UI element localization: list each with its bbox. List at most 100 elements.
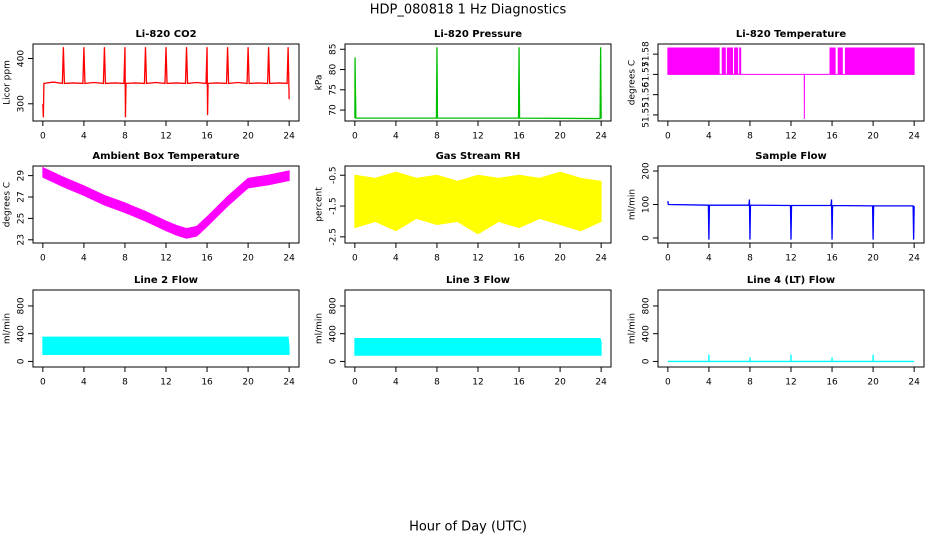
data-band [42,336,290,356]
y-axis-label: ml/min [628,313,638,344]
x-tick-label: 24 [908,132,920,142]
x-tick-label: 12 [472,132,483,142]
y-tick-label: 70 [329,104,339,116]
x-tick-label: 8 [747,378,753,388]
x-tick-label: 12 [160,254,171,264]
x-tick-label: 4 [393,132,399,142]
y-axis-label: ml/min [3,313,13,344]
x-tick-label: 16 [513,378,525,388]
x-tick-label: 8 [747,254,753,264]
x-tick-label: 12 [160,132,171,142]
x-tick-label: 16 [826,254,838,264]
x-tick-label: 20 [242,378,254,388]
y-axis-label: kPa [315,75,325,91]
y-tick-label: -2.5 [329,228,339,246]
y-tick-label: 0 [642,358,652,364]
x-tick-label: 0 [665,254,671,264]
y-tick-label: 400 [17,325,27,342]
x-tick-label: 20 [242,254,254,264]
x-tick-label: 4 [706,254,712,264]
x-tick-label: 16 [826,132,838,142]
y-axis-label: degrees C [3,182,13,227]
x-tick-label: 24 [595,378,607,388]
panel-title: Sample Flow [755,151,827,162]
x-tick-label: 24 [908,254,920,264]
x-tick-label: 20 [554,132,566,142]
x-tick-label: 4 [393,378,399,388]
x-tick-label: 20 [554,254,566,264]
data-line [354,47,602,120]
y-tick-label: 80 [329,64,339,76]
y-tick-label: -1.5 [329,197,339,215]
x-tick-label: 8 [122,378,128,388]
x-tick-label: 0 [352,254,358,264]
panel-title: Gas Stream RH [436,151,521,162]
x-tick-label: 24 [283,132,295,142]
y-axis-label: percent [315,187,325,222]
y-tick-label: 100 [642,196,652,213]
x-tick-label: 20 [867,378,879,388]
x-tick-label: 8 [434,378,440,388]
x-tick-label: 12 [785,378,796,388]
x-tick-label: 0 [40,132,46,142]
y-tick-label: 800 [17,297,27,314]
x-tick-label: 0 [665,378,671,388]
x-tick-label: 24 [283,254,295,264]
x-tick-label: 12 [472,254,483,264]
data-line [667,354,915,363]
x-tick-label: 8 [434,254,440,264]
y-tick-label: 25 [17,213,27,224]
x-tick-label: 4 [81,378,87,388]
panel-title: Li-820 CO2 [135,29,196,40]
x-tick-label: 12 [472,378,483,388]
x-tick-label: 4 [81,132,87,142]
x-tick-label: 8 [747,132,753,142]
y-tick-label: -0.5 [329,166,339,184]
x-tick-label: 20 [242,132,254,142]
x-tick-label: 24 [595,132,607,142]
panel-title: Li-820 Pressure [434,29,522,40]
x-tick-label: 16 [513,254,525,264]
y-tick-label: 51.56 [642,82,652,108]
y-tick-label: 400 [329,325,339,342]
x-tick-label: 20 [867,132,879,142]
data-band [354,171,602,235]
y-tick-label: 0 [642,235,652,241]
y-tick-label: 27 [17,191,27,202]
y-axis-label: Licor ppm [3,60,13,105]
panel-title: Line 4 (LT) Flow [747,275,835,286]
panel-title: Line 3 Flow [446,275,510,286]
y-tick-label: 0 [17,358,27,364]
x-tick-label: 12 [785,254,796,264]
data-band [42,166,290,239]
x-tick-label: 0 [665,132,671,142]
y-tick-label: 800 [642,297,652,314]
data-line [42,47,290,118]
panel-title: Ambient Box Temperature [92,151,239,162]
y-tick-label: 300 [17,95,27,112]
y-tick-label: 85 [329,44,339,55]
x-tick-label: 0 [40,254,46,264]
y-tick-label: 23 [17,234,27,245]
x-tick-label: 0 [352,132,358,142]
x-tick-label: 24 [595,254,607,264]
y-tick-label: 400 [642,325,652,342]
y-tick-label: 29 [17,170,27,182]
data-band [667,47,915,119]
y-axis-label: degrees C [628,60,638,105]
x-tick-label: 8 [122,254,128,264]
x-tick-label: 24 [908,378,920,388]
x-tick-label: 4 [706,132,712,142]
data-band [354,338,602,356]
y-tick-label: 200 [642,162,652,179]
panel-title: Line 2 Flow [134,275,198,286]
x-tick-label: 0 [40,378,46,388]
data-line [667,199,915,240]
panel-title: Li-820 Temperature [736,29,846,40]
x-tick-label: 16 [513,132,525,142]
y-tick-label: 800 [329,297,339,314]
y-axis-label: ml/min [628,189,638,220]
y-tick-label: 400 [17,50,27,67]
x-tick-label: 8 [122,132,128,142]
y-tick-label: 51.55 [642,102,652,128]
